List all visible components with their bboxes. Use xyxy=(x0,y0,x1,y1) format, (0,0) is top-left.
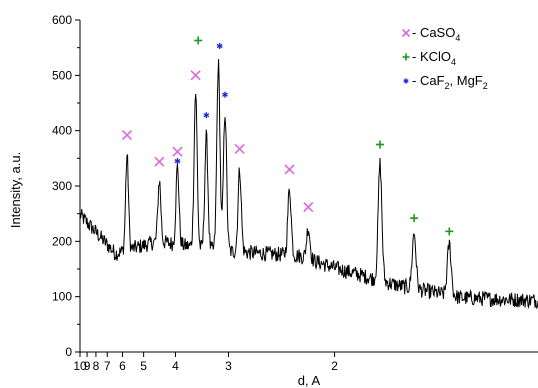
legend: - CaSO4 - KClO4 - CaF2, MgF2 xyxy=(401,25,488,91)
marker-kclo4 xyxy=(410,214,419,223)
legend-entry: - CaF2, MgF2 xyxy=(412,73,488,91)
marker-kclo4 xyxy=(376,140,385,149)
legend-entry: - CaSO4 xyxy=(412,25,460,43)
legend-entry: - KClO4 xyxy=(412,49,456,67)
legend-symbol-caso4 xyxy=(401,28,411,38)
marker-caf2-mgf2 xyxy=(174,158,181,165)
marker-caf2-mgf2 xyxy=(222,91,228,98)
marker-caso4 xyxy=(190,70,201,81)
axes: 0 100 200 300 400 500 600 109 8 7 6 5 4 3 2 xyxy=(52,13,538,373)
y-tick-label: 100 xyxy=(52,290,72,304)
x-tick-label: 4 xyxy=(172,359,179,373)
y-tick-label: 600 xyxy=(52,13,72,27)
x-tick-label: 6 xyxy=(119,359,126,373)
marker-caso4 xyxy=(172,146,183,157)
y-tick-label: 300 xyxy=(52,179,72,193)
x-tick-label: 7 xyxy=(104,359,111,373)
x-tick-label: 3 xyxy=(225,359,232,373)
x-tick-label: 5 xyxy=(140,359,147,373)
x-tick-label: 10 xyxy=(73,359,87,373)
phase-markers xyxy=(121,36,454,236)
legend-symbol-kclo4 xyxy=(402,53,410,61)
series-group xyxy=(79,59,538,310)
x-tick-label: 2 xyxy=(331,359,338,373)
marker-caso4 xyxy=(154,156,165,167)
marker-caso4 xyxy=(284,164,295,175)
y-tick-label: 500 xyxy=(52,68,72,82)
marker-caso4 xyxy=(234,143,245,154)
legend-symbol-caf2-mgf2 xyxy=(403,78,409,84)
xrd-series-line xyxy=(79,59,538,310)
y-tick-label: 400 xyxy=(52,124,72,138)
marker-kclo4 xyxy=(445,227,454,236)
y-axis-label: Intensity, a.u. xyxy=(8,152,23,228)
marker-caf2-mgf2 xyxy=(216,43,223,50)
y-tick-label: 200 xyxy=(52,234,72,248)
x-tick-label: 8 xyxy=(93,359,100,373)
marker-kclo4 xyxy=(194,36,203,45)
x-axis-label: d, A xyxy=(298,373,321,388)
x-tick-label: 9 xyxy=(84,359,91,373)
marker-caf2-mgf2 xyxy=(203,112,210,119)
y-tick-label: 0 xyxy=(65,345,72,359)
marker-caso4 xyxy=(121,130,133,141)
marker-caso4 xyxy=(303,201,314,213)
